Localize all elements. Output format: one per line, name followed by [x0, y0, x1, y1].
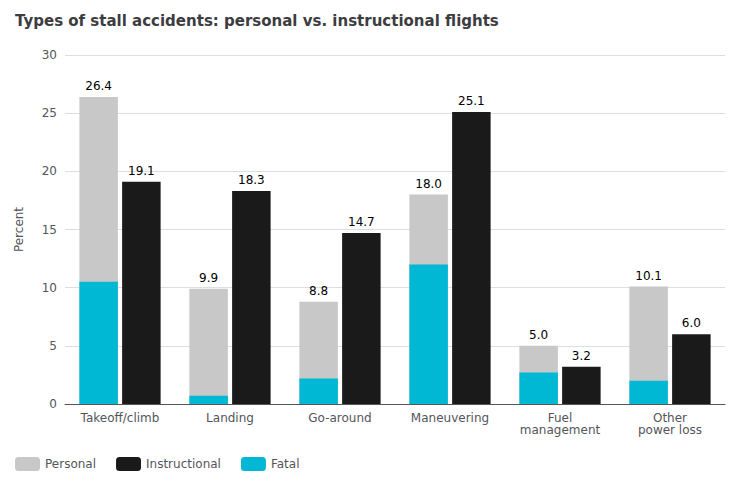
svg-text:19.1: 19.1 — [128, 164, 155, 178]
svg-text:18.0: 18.0 — [415, 177, 442, 191]
svg-text:Types of stall accidents: pers: Types of stall accidents: personal vs. i… — [15, 12, 499, 30]
svg-text:10.1: 10.1 — [635, 269, 662, 283]
svg-text:Instructional: Instructional — [146, 457, 221, 471]
svg-text:25: 25 — [42, 106, 57, 120]
svg-text:power loss: power loss — [638, 423, 702, 437]
svg-text:Landing: Landing — [206, 411, 254, 425]
svg-text:0: 0 — [49, 397, 57, 411]
svg-text:26.4: 26.4 — [85, 79, 112, 93]
svg-text:9.9: 9.9 — [199, 271, 218, 285]
svg-text:Other: Other — [653, 411, 687, 425]
svg-text:30: 30 — [42, 48, 57, 62]
svg-text:5: 5 — [49, 339, 57, 353]
svg-text:Fuel: Fuel — [547, 411, 573, 425]
svg-text:8.8: 8.8 — [309, 284, 328, 298]
svg-text:Maneuvering: Maneuvering — [411, 411, 489, 425]
svg-text:Percent: Percent — [12, 207, 26, 252]
svg-text:Takeoff/climb: Takeoff/climb — [80, 411, 160, 425]
svg-text:Fatal: Fatal — [271, 457, 300, 471]
svg-text:10: 10 — [42, 281, 57, 295]
svg-text:3.2: 3.2 — [572, 349, 591, 363]
svg-text:management: management — [520, 423, 601, 437]
svg-text:20: 20 — [42, 164, 57, 178]
svg-text:25.1: 25.1 — [458, 94, 485, 108]
svg-text:14.7: 14.7 — [348, 215, 375, 229]
svg-text:Personal: Personal — [45, 457, 96, 471]
svg-text:Go-around: Go-around — [308, 411, 371, 425]
svg-text:18.3: 18.3 — [238, 173, 265, 187]
svg-text:15: 15 — [42, 223, 57, 237]
svg-text:5.0: 5.0 — [529, 328, 548, 342]
svg-text:6.0: 6.0 — [682, 316, 701, 330]
